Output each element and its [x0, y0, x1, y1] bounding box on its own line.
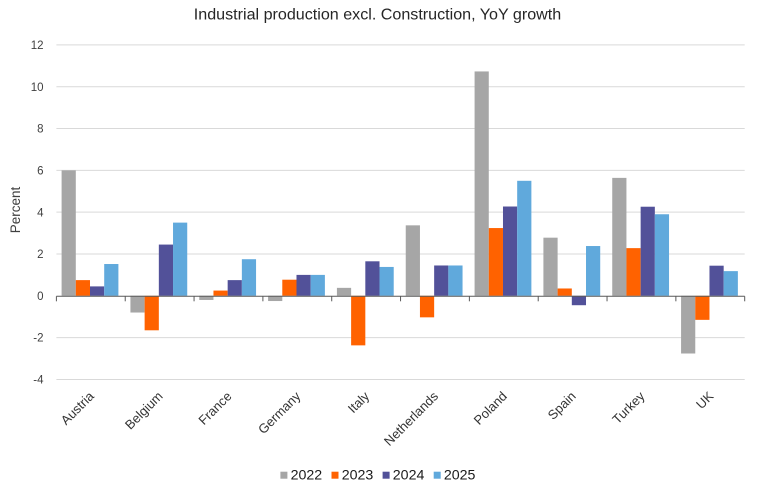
svg-text:10: 10 [31, 82, 44, 94]
svg-text:6: 6 [37, 165, 43, 177]
svg-text:Percent: Percent [8, 186, 23, 233]
svg-text:2024: 2024 [393, 468, 425, 484]
svg-text:Industrial production excl. Co: Industrial production excl. Construction… [194, 6, 561, 24]
svg-text:0: 0 [37, 291, 43, 303]
svg-text:-4: -4 [33, 375, 44, 387]
svg-text:2023: 2023 [342, 468, 374, 484]
svg-text:2: 2 [37, 249, 43, 261]
svg-text:2025: 2025 [444, 468, 476, 484]
svg-text:2022: 2022 [291, 468, 323, 484]
svg-text:8: 8 [37, 124, 43, 136]
svg-text:4: 4 [37, 207, 44, 219]
svg-text:12: 12 [31, 40, 44, 52]
svg-text:-2: -2 [33, 333, 43, 345]
